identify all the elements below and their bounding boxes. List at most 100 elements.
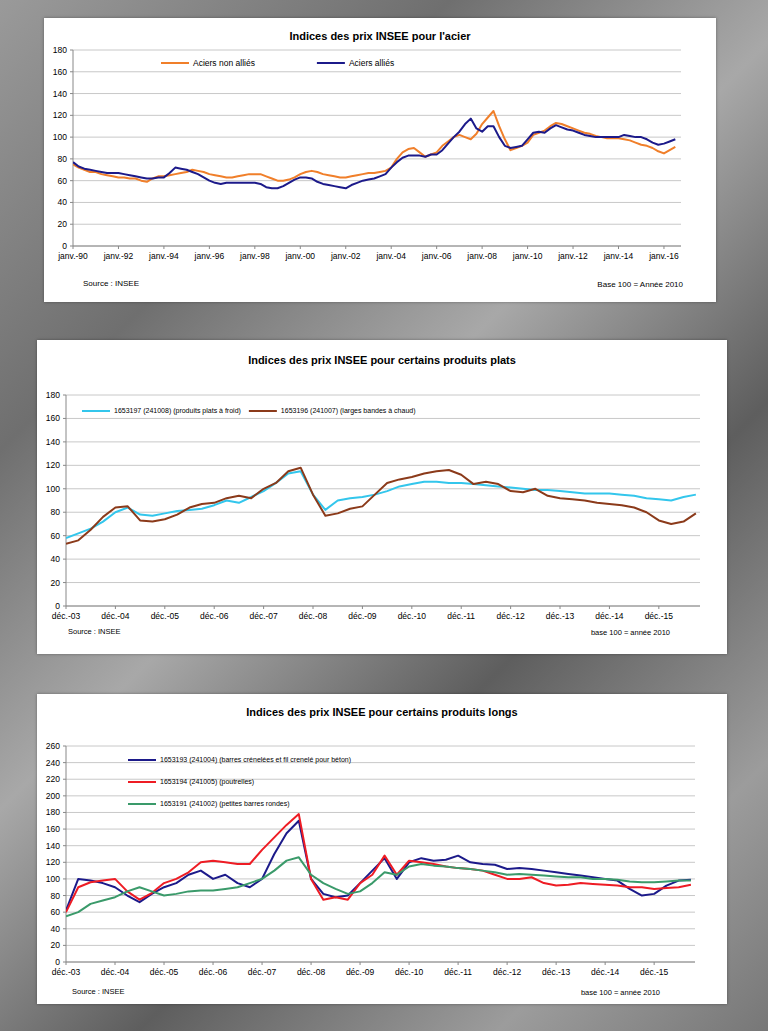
- legend: 1653193 (241004) (barres crénelées et fi…: [128, 756, 351, 808]
- y-tick-label: 40: [51, 924, 61, 934]
- x-tick: [311, 962, 312, 965]
- x-tick-label: déc.-04: [101, 967, 130, 977]
- series-line: [73, 111, 675, 182]
- legend-entry: Aciers non alliés: [161, 58, 255, 68]
- grid: [63, 746, 695, 962]
- x-tick-label: janv.-94: [148, 251, 179, 261]
- y-tick-label: 60: [51, 531, 61, 541]
- y-tick-label: 140: [46, 437, 60, 447]
- y-tick-label: 220: [46, 774, 60, 784]
- y-tick-labels: 020406080100120140160180: [53, 45, 67, 251]
- x-tick-label: déc.-11: [444, 967, 472, 977]
- legend-label: 1653193 (241004) (barres crénelées et fi…: [160, 756, 351, 764]
- grid: [63, 395, 700, 606]
- legend: Aciers non alliés Aciers alliés: [161, 58, 394, 68]
- x-tick-label: déc.-13: [542, 967, 571, 977]
- y-tick-label: 120: [46, 857, 60, 867]
- x-tick: [214, 606, 215, 609]
- grid-line: [66, 488, 700, 489]
- legend-label: 1653191 (241002) (petites barres rondes): [160, 800, 290, 808]
- y-tick-label: 60: [58, 176, 68, 186]
- x-tick-label: janv.-14: [603, 251, 634, 261]
- x-axis: [66, 962, 695, 963]
- y-tick-label: 200: [46, 791, 60, 801]
- x-tick: [527, 246, 528, 249]
- x-tick-label: janv.-02: [330, 251, 361, 261]
- x-tick-label: janv.-08: [466, 251, 497, 261]
- x-tick: [654, 962, 655, 965]
- legend-label: 1653196 (241007) (larges bandes à chaud): [281, 407, 416, 415]
- x-tick: [556, 962, 557, 965]
- grid-line: [66, 912, 695, 913]
- grid-line: [66, 465, 700, 466]
- x-tick-label: janv.-90: [57, 251, 88, 261]
- x-tick-label: déc.-08: [297, 967, 326, 977]
- legend-entry: Aciers alliés: [317, 58, 394, 68]
- y-tick-label: 160: [53, 67, 67, 77]
- grid-line: [73, 158, 681, 159]
- y-tick-label: 140: [53, 89, 67, 99]
- y-tick-label: 40: [51, 554, 61, 564]
- series-lines: [66, 814, 691, 916]
- x-tick: [482, 246, 483, 249]
- grid-line: [73, 71, 681, 72]
- chart-title: Indices des prix INSEE pour certains pro…: [248, 354, 516, 366]
- series-lines: [73, 111, 675, 188]
- x-tick: [115, 962, 116, 965]
- legend-entry: 1653197 (241008) (produits plats à froid…: [82, 407, 241, 415]
- y-tick-label: 0: [55, 601, 60, 611]
- grid-line: [73, 202, 681, 203]
- grid-line: [73, 115, 681, 116]
- chart-svg: Indices des prix INSEE pour certains pro…: [37, 340, 727, 654]
- x-tick: [618, 246, 619, 249]
- grid-line: [66, 512, 700, 513]
- y-tick-label: 20: [51, 940, 61, 950]
- y-tick-label: 180: [46, 390, 60, 400]
- y-axis: [73, 50, 74, 246]
- x-tick-label: déc.-09: [348, 611, 377, 621]
- x-tick-label: déc.-06: [199, 967, 228, 977]
- x-tick-label: déc.-09: [346, 967, 375, 977]
- series-line: [66, 857, 691, 916]
- x-ticks: déc.-03déc.-04déc.-05déc.-06déc.-07déc.-…: [52, 606, 673, 621]
- grid-line: [66, 812, 695, 813]
- x-tick-label: déc.-14: [591, 967, 620, 977]
- x-tick: [164, 962, 165, 965]
- x-tick-label: janv.-98: [239, 251, 270, 261]
- legend-swatch: [249, 410, 277, 412]
- grid-line: [66, 395, 700, 396]
- series-lines: [66, 468, 696, 544]
- chart-panel: Indices des prix INSEE pour certains pro…: [37, 340, 727, 654]
- grid-line: [66, 441, 700, 442]
- base-note: base 100 = année 2010: [591, 628, 670, 637]
- chart-panel: Indices des prix INSEE pour certains pro…: [37, 694, 727, 1004]
- chart-svg: Indices des prix INSEE pour l'acier02040…: [44, 18, 716, 302]
- grid-line: [66, 559, 700, 560]
- grid-line: [66, 535, 700, 536]
- x-tick: [300, 246, 301, 249]
- x-tick: [663, 246, 664, 249]
- x-tick-label: déc.-15: [645, 611, 674, 621]
- x-tick: [461, 606, 462, 609]
- x-tick: [313, 606, 314, 609]
- x-tick: [391, 246, 392, 249]
- x-tick-label: janv.-06: [421, 251, 452, 261]
- series-line: [66, 471, 696, 538]
- x-tick-label: déc.-03: [52, 611, 81, 621]
- x-tick: [209, 246, 210, 249]
- base-note: Base 100 = Année 2010: [597, 280, 683, 289]
- x-ticks: janv.-90janv.-92janv.-94janv.-96janv.-98…: [57, 246, 679, 261]
- y-tick-label: 80: [51, 891, 61, 901]
- x-tick: [118, 246, 119, 249]
- x-tick: [66, 606, 67, 609]
- source-text: Source : INSEE: [83, 279, 139, 288]
- x-tick-label: déc.-10: [398, 611, 427, 621]
- grid-line: [66, 606, 700, 607]
- y-tick-label: 180: [53, 45, 67, 55]
- base-note: base 100 = année 2010: [581, 988, 660, 997]
- source-text: Source : INSEE: [72, 987, 125, 996]
- y-tick-label: 120: [53, 110, 67, 120]
- grid-line: [73, 224, 681, 225]
- x-tick-label: janv.-92: [103, 251, 134, 261]
- y-tick-label: 60: [51, 907, 61, 917]
